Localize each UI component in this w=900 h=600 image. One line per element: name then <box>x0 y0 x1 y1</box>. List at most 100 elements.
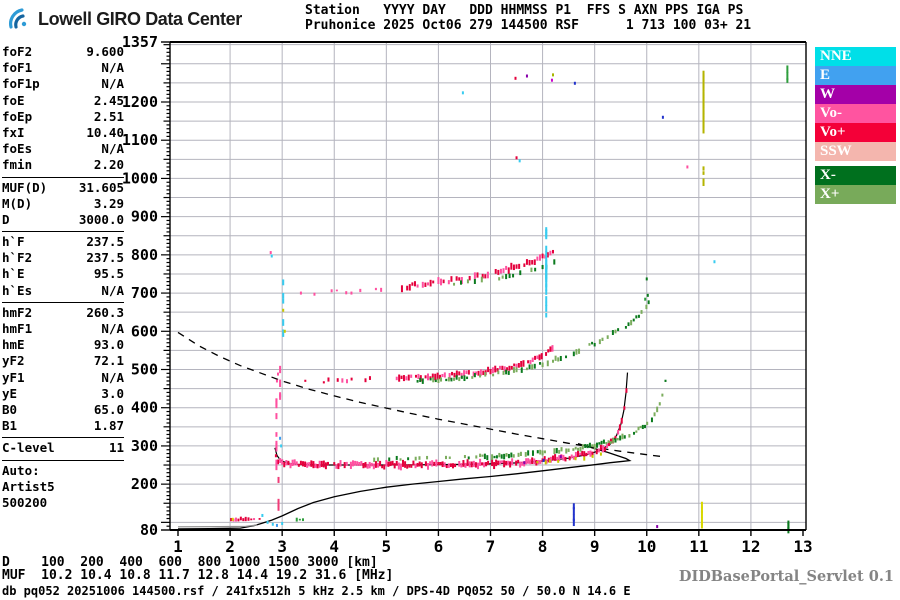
legend-item-vo: Vo- <box>815 104 896 123</box>
param-value: 2.51 <box>93 108 124 124</box>
svg-text:9: 9 <box>590 537 600 556</box>
rfi-stripe <box>787 520 790 534</box>
svg-text:200: 200 <box>131 475 158 493</box>
param-value: 2.45 <box>93 92 124 108</box>
svg-text:12: 12 <box>741 537 760 556</box>
param-value: 260.3 <box>86 304 124 320</box>
svg-text:3: 3 <box>277 537 287 556</box>
param-value: 2.20 <box>93 157 124 173</box>
svg-text:700: 700 <box>131 284 158 302</box>
param-value: 3.0 <box>101 385 124 401</box>
trace-yellow-under-trace <box>536 452 602 465</box>
param-row-fof1p: foF1p N/A <box>2 76 124 92</box>
panel-divider <box>2 301 124 303</box>
logo: Lowell GIRO Data Center <box>8 7 242 31</box>
param-value: 72.1 <box>93 353 124 369</box>
param-row-hes: h`Es N/A <box>2 283 124 299</box>
param-row-clevel: C-level 11 <box>2 440 124 456</box>
param-row-d: D 3000.0 <box>2 212 124 228</box>
param-label: fxI <box>2 124 25 140</box>
scatter-dots <box>231 73 716 529</box>
svg-text:800: 800 <box>131 246 158 264</box>
param-row-fof1: foF1 N/A <box>2 60 124 76</box>
param-label: h`F <box>2 234 25 250</box>
svg-text:400: 400 <box>131 399 158 417</box>
param-value: N/A <box>101 369 124 385</box>
param-value: 3000.0 <box>78 211 124 227</box>
param-label: MUF(D) <box>2 179 48 195</box>
param-value: 9.600 <box>86 44 124 59</box>
overlay-curves <box>177 331 663 530</box>
param-label: foF1 <box>2 60 33 76</box>
rfi-stripe <box>282 279 285 337</box>
station-values-row: Pruhonice 2025 Oct06 279 144500 RSF 1 71… <box>305 17 752 33</box>
rfi-stripe <box>277 476 280 511</box>
svg-text:13: 13 <box>793 537 812 556</box>
servlet-version: DIDBasePortal_Servlet 0.1 <box>678 568 894 585</box>
param-row-yf1: yF1 N/A <box>2 370 124 386</box>
autoscale-info: 500200 <box>2 494 48 510</box>
param-label: foF2 <box>2 44 33 59</box>
param-row-foes: foEs N/A <box>2 141 124 157</box>
param-label: fmin <box>2 157 33 173</box>
param-label: yF1 <box>2 369 25 385</box>
param-value: 31.605 <box>78 179 124 195</box>
rfi-stripe <box>275 398 278 471</box>
param-label: foE <box>2 92 25 108</box>
legend-item-vo: Vo+ <box>815 123 896 142</box>
trace-F-1hop-O <box>274 388 628 471</box>
rfi-stripe <box>545 227 548 240</box>
muf-row: MUF 10.2 10.4 10.8 11.7 12.8 14.4 19.2 3… <box>2 568 394 583</box>
svg-text:600: 600 <box>131 322 158 340</box>
gridlines <box>170 42 806 530</box>
giro-logo-icon <box>9 8 27 29</box>
param-value: N/A <box>101 76 124 92</box>
svg-text:1200: 1200 <box>122 93 158 111</box>
param-row-hmf1: hmF1 N/A <box>2 321 124 337</box>
param-value: N/A <box>101 60 124 76</box>
panel-divider <box>2 176 124 178</box>
param-row-b1: B1 1.87 <box>2 418 124 434</box>
autoscale-info: Auto: <box>2 462 40 478</box>
param-value: 11 <box>108 440 124 456</box>
param-label: D <box>2 211 10 227</box>
svg-text:1000: 1000 <box>122 169 158 187</box>
trace-F-3hop-O <box>400 249 554 293</box>
param-label: h`E <box>2 266 25 282</box>
svg-text:5: 5 <box>382 537 392 556</box>
param-row-yf2: yF2 72.1 <box>2 353 124 369</box>
polarization-legend: NNE E W Vo- Vo+ SSW X- X+ <box>815 47 896 204</box>
param-label: M(D) <box>2 195 33 211</box>
logo-text: Lowell GIRO Data Center <box>38 8 242 29</box>
param-row-mufd: MUF(D) 31.605 <box>2 180 124 196</box>
param-row-hf2: h`F2 237.5 <box>2 250 124 266</box>
svg-text:6: 6 <box>434 537 444 556</box>
station-info-header: Station YYYY DAY DDD HHMMSS P1 FFS S AXN… <box>305 3 752 33</box>
param-label: hmF2 <box>2 304 33 320</box>
svg-text:11: 11 <box>689 537 708 556</box>
svg-text:1100: 1100 <box>122 131 158 149</box>
svg-text:900: 900 <box>131 208 158 226</box>
legend-item-ssw: SSW <box>815 142 896 161</box>
param-value: 3.29 <box>93 195 124 211</box>
param-label: yE <box>2 385 18 401</box>
legend-item-nne: NNE <box>815 47 896 66</box>
param-row-foep: foEp 2.51 <box>2 109 124 125</box>
param-row-foe: foE 2.45 <box>2 93 124 109</box>
param-row-fmin: fmin 2.20 <box>2 157 124 173</box>
rfi-stripe <box>786 65 789 83</box>
axes: 1357120011001000900800700600500400300200… <box>122 33 813 556</box>
param-label: C-level <box>2 440 55 456</box>
svg-text:4: 4 <box>329 537 339 556</box>
svg-text:10: 10 <box>637 537 656 556</box>
param-row-b0: B0 65.0 <box>2 402 124 418</box>
trace-F-2hop-X <box>416 300 650 384</box>
param-value: N/A <box>101 282 124 298</box>
muf-transmission-curve-dashed <box>177 331 663 458</box>
artist-o-trace-fit <box>274 372 629 466</box>
param-value: 1.87 <box>93 418 124 434</box>
param-value: 65.0 <box>93 401 124 417</box>
trace-F-2hop-O <box>395 345 554 382</box>
source-info-row: db pq052 20251006 144500.rsf / 241fx512h… <box>2 584 631 598</box>
